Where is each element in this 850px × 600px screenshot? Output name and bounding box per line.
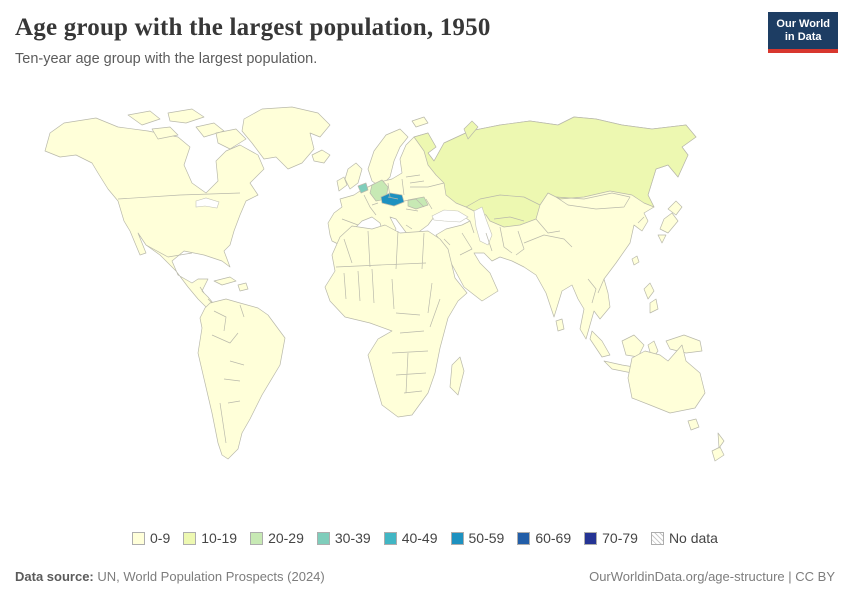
chart-header: Age group with the largest population, 1… — [15, 14, 760, 67]
legend-label: 30-39 — [334, 530, 371, 546]
legend-item-no-data[interactable]: No data — [650, 530, 718, 546]
legend-swatch — [183, 531, 197, 545]
legend-label: No data — [668, 530, 718, 546]
legend-item-40-49[interactable]: 40-49 — [383, 530, 438, 546]
map-region-austria[interactable] — [380, 192, 405, 207]
legend-item-70-79[interactable]: 70-79 — [584, 530, 638, 546]
legend-label: 20-29 — [268, 530, 304, 546]
map-region-iceland[interactable] — [311, 149, 331, 164]
world-map — [0, 103, 850, 515]
map-region-new-zealand[interactable] — [711, 432, 725, 462]
owid-logo-line2: in Data — [784, 31, 822, 43]
legend-swatch — [383, 531, 397, 545]
legend-swatch — [250, 531, 264, 545]
legend-label: 10-19 — [201, 530, 238, 546]
data-source-label: Data source: — [15, 569, 94, 584]
map-region-russia[interactable] — [413, 116, 697, 228]
chart-footer: Data source: UN, World Population Prospe… — [15, 569, 835, 584]
legend-swatch — [450, 531, 464, 545]
legend-swatch — [316, 531, 330, 545]
legend-swatch — [517, 531, 531, 545]
legend-label: 40-49 — [401, 530, 438, 546]
map-region-australia[interactable] — [627, 344, 706, 414]
map-region-new-guinea[interactable] — [665, 334, 703, 354]
great-lakes — [195, 197, 220, 209]
world-map-svg — [44, 106, 725, 462]
legend-label: 50-59 — [468, 530, 505, 546]
page-title: Age group with the largest population, 1… — [15, 14, 491, 41]
legend-swatch — [584, 531, 598, 545]
black-sea — [431, 209, 469, 223]
legend-label: 0-9 — [150, 530, 171, 546]
map-region-tasmania[interactable] — [687, 418, 700, 431]
map-region-novaya-zemlya[interactable] — [463, 120, 479, 140]
map-region-greenland[interactable] — [241, 106, 331, 170]
legend-label: 70-79 — [602, 530, 638, 546]
map-region-belgium[interactable] — [357, 182, 369, 194]
legend: 0-9 10-19 20-29 30-39 40-49 50-59 60-69 70-79 No… — [0, 530, 850, 546]
map-region-south-america[interactable] — [197, 298, 286, 460]
data-source-text: UN, World Population Prospects (2024) — [93, 569, 325, 584]
legend-swatch — [132, 531, 146, 545]
owid-logo[interactable]: Our World in Data — [768, 12, 838, 53]
border-lines-south-america — [211, 304, 245, 444]
legend-item-30-39[interactable]: 30-39 — [316, 530, 371, 546]
credit-link[interactable]: OurWorldinData.org/age-structure | CC BY — [589, 569, 835, 584]
map-region-sri-lanka[interactable] — [555, 318, 565, 332]
caspian-sea — [473, 206, 493, 246]
legend-item-60-69[interactable]: 60-69 — [517, 530, 571, 546]
legend-label: 60-69 — [535, 530, 572, 546]
map-region-taiwan[interactable] — [631, 255, 640, 266]
border-lines-africa — [335, 230, 441, 394]
map-region-japan[interactable] — [657, 200, 683, 244]
owid-logo-line1: Our World — [776, 18, 830, 30]
map-region-africa[interactable] — [324, 224, 468, 418]
legend-item-20-29[interactable]: 20-29 — [250, 530, 304, 546]
map-region-svalbard[interactable] — [411, 116, 429, 128]
legend-swatch — [650, 531, 664, 545]
border-lines-europe — [341, 174, 445, 230]
data-source: Data source: UN, World Population Prospe… — [15, 569, 325, 584]
map-region-ireland[interactable] — [336, 176, 348, 192]
chart-subtitle: Ten-year age group with the largest popu… — [15, 51, 318, 67]
border-lines-asia — [443, 192, 645, 304]
legend-item-10-19[interactable]: 10-19 — [183, 530, 237, 546]
map-region-caribbean[interactable] — [213, 276, 249, 292]
map-region-philippines[interactable] — [643, 282, 659, 314]
legend-item-50-59[interactable]: 50-59 — [450, 530, 505, 546]
map-region-madagascar[interactable] — [449, 356, 465, 396]
map-region-arctic-islands[interactable] — [127, 108, 247, 150]
map-region-north-america[interactable] — [44, 117, 265, 314]
border-lines-north-america — [117, 192, 241, 304]
legend-item-0-9[interactable]: 0-9 — [132, 530, 170, 546]
